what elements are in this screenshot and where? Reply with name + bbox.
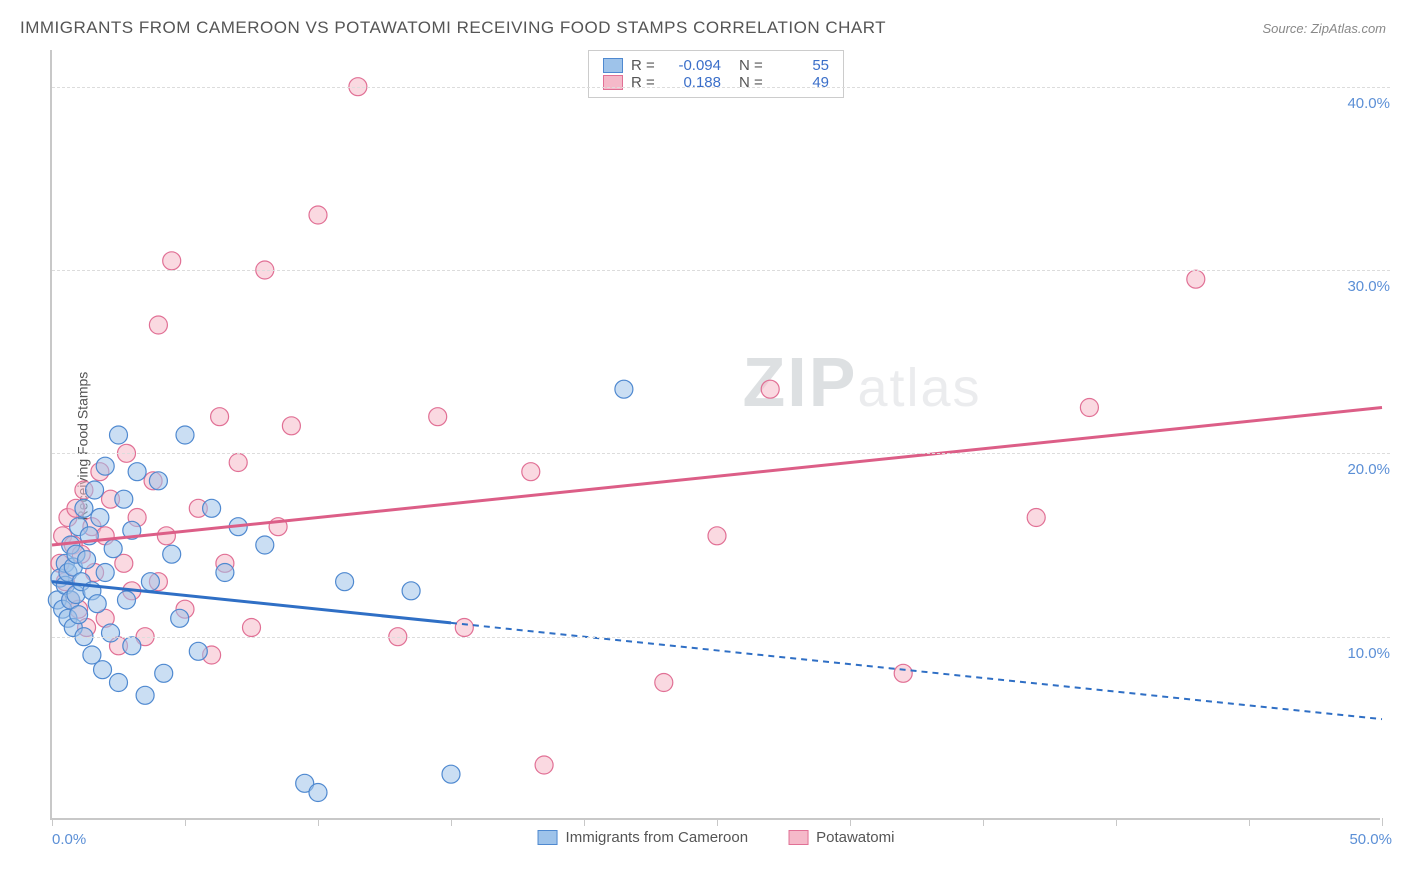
scatter-svg [52,50,1380,818]
stats-row-a: R = -0.094 N = 55 [603,57,829,74]
x-tick [318,818,319,826]
x-tick [1249,818,1250,826]
chart-title: IMMIGRANTS FROM CAMEROON VS POTAWATOMI R… [20,18,886,38]
y-tick-label: 40.0% [1347,95,1390,112]
swatch-b-icon [603,75,623,90]
r-value-a: -0.094 [667,57,721,74]
plot-area: ZIPatlas R = -0.094 N = 55 R = 0.188 N =… [50,50,1380,820]
x-tick [52,818,53,826]
x-tick [717,818,718,826]
x-tick [584,818,585,826]
x-tick [1116,818,1117,826]
swatch-b2-icon [788,830,808,845]
swatch-a-icon [603,58,623,73]
x-tick [185,818,186,826]
x-min-label: 0.0% [52,831,86,848]
n-value-a: 55 [775,57,829,74]
gridline [52,87,1390,88]
x-tick [451,818,452,826]
gridline [52,637,1390,638]
n-value-b: 49 [775,74,829,91]
x-tick [850,818,851,826]
legend-item-a: Immigrants from Cameroon [538,829,749,846]
y-tick-label: 10.0% [1347,645,1390,662]
stats-legend: R = -0.094 N = 55 R = 0.188 N = 49 [588,50,844,98]
legend-item-b: Potawatomi [788,829,894,846]
series-legend: Immigrants from Cameroon Potawatomi [538,829,895,846]
legend-label-b: Potawatomi [816,829,894,846]
gridline [52,270,1390,271]
x-max-label: 50.0% [1349,831,1392,848]
y-tick-label: 20.0% [1347,461,1390,478]
x-tick [1382,818,1383,826]
legend-label-a: Immigrants from Cameroon [566,829,749,846]
x-tick [983,818,984,826]
source-label: Source: ZipAtlas.com [1262,21,1386,36]
r-value-b: 0.188 [667,74,721,91]
swatch-a2-icon [538,830,558,845]
y-tick-label: 30.0% [1347,278,1390,295]
gridline [52,453,1390,454]
stats-row-b: R = 0.188 N = 49 [603,74,829,91]
